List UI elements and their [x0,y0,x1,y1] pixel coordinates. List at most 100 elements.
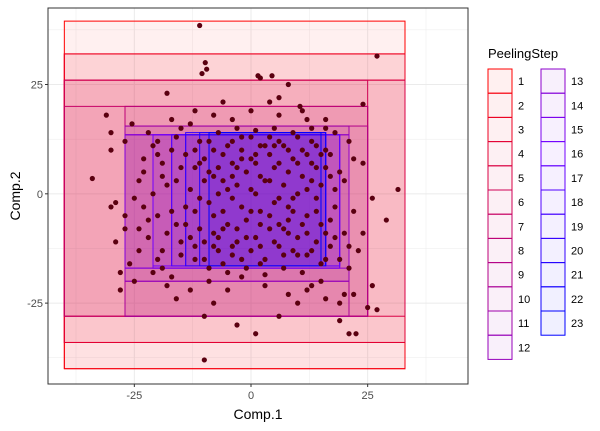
data-point [159,248,165,254]
legend-key-17 [540,165,566,191]
data-point [150,269,156,276]
data-point [159,265,165,271]
data-point [309,160,315,166]
data-point [164,283,170,289]
data-point [285,204,291,210]
data-point [346,243,352,249]
data-point [281,143,287,149]
data-point [155,138,161,144]
legend-key-13 [540,68,566,94]
data-point [173,221,179,228]
data-point [290,208,296,214]
data-point [327,243,333,249]
x-tick-label: 0 [248,390,254,402]
data-point [285,81,291,88]
data-point [239,156,245,162]
legend-key-7 [487,213,513,239]
data-point [234,164,240,171]
data-point [267,99,273,105]
legend-label-2: 2 [518,100,524,112]
data-point [243,217,249,223]
data-point [141,156,147,162]
data-point [323,164,329,171]
data-point [309,283,315,289]
legend-key-16 [540,141,566,167]
data-point [159,173,165,179]
data-point [253,331,259,337]
legend-label-15: 15 [571,125,583,137]
data-point [197,160,203,166]
data-point [332,130,338,136]
data-point [229,138,235,144]
data-point [374,53,380,59]
legend-key-1 [487,68,513,94]
legend-label-4: 4 [518,149,524,161]
data-point [229,195,235,201]
data-point [383,217,389,223]
data-point [327,151,333,158]
data-point [332,204,338,210]
data-point [257,75,263,81]
peeling-rect-step-11 [124,125,350,282]
data-point [199,70,205,77]
legend-label-22: 22 [571,294,583,306]
data-point [369,283,375,289]
legend-label-7: 7 [518,221,524,233]
data-point [173,296,179,302]
data-point [201,156,207,162]
legend-key-23 [540,310,566,336]
data-point [192,147,198,153]
legend-key-19 [540,213,566,239]
data-point [365,304,371,311]
data-point [206,199,212,206]
data-point [211,243,217,249]
data-point [355,248,361,254]
data-point [136,178,142,184]
data-point [145,130,151,136]
data-point [225,186,231,193]
data-point [309,138,315,144]
legend-key-18 [540,189,566,215]
data-point [313,164,319,171]
data-point [299,221,305,228]
legend-label-20: 20 [571,246,583,258]
data-point [127,261,133,267]
data-point [262,178,268,184]
data-point [229,160,235,166]
data-point [192,256,198,262]
data-point [243,234,249,241]
data-point [169,208,175,214]
legend-label-17: 17 [571,173,583,185]
data-point [220,99,226,105]
data-point [281,182,287,188]
x-axis-ticks: -25 0 25 [126,384,374,402]
data-points [89,22,401,363]
data-point [285,217,291,223]
data-point [211,230,217,236]
data-point [337,318,343,324]
data-point [281,226,287,232]
legend-label-19: 19 [571,221,583,233]
data-point [197,226,203,232]
data-point [351,156,357,162]
data-point [304,151,310,158]
data-point [327,217,333,223]
data-point [239,256,245,262]
data-point [206,278,212,284]
data-point [229,243,235,249]
data-point [117,269,123,276]
legend-label-23: 23 [571,318,583,330]
data-point [309,248,315,254]
data-point [341,291,347,297]
data-point [229,173,235,179]
data-point [299,108,305,114]
data-point [323,296,329,302]
data-point [145,234,151,241]
legend-title: PeelingStep [488,46,558,61]
data-point [341,230,347,236]
data-point [220,208,226,214]
data-point [360,230,366,236]
data-point [129,121,135,127]
data-point [192,108,198,114]
data-point [164,182,170,188]
